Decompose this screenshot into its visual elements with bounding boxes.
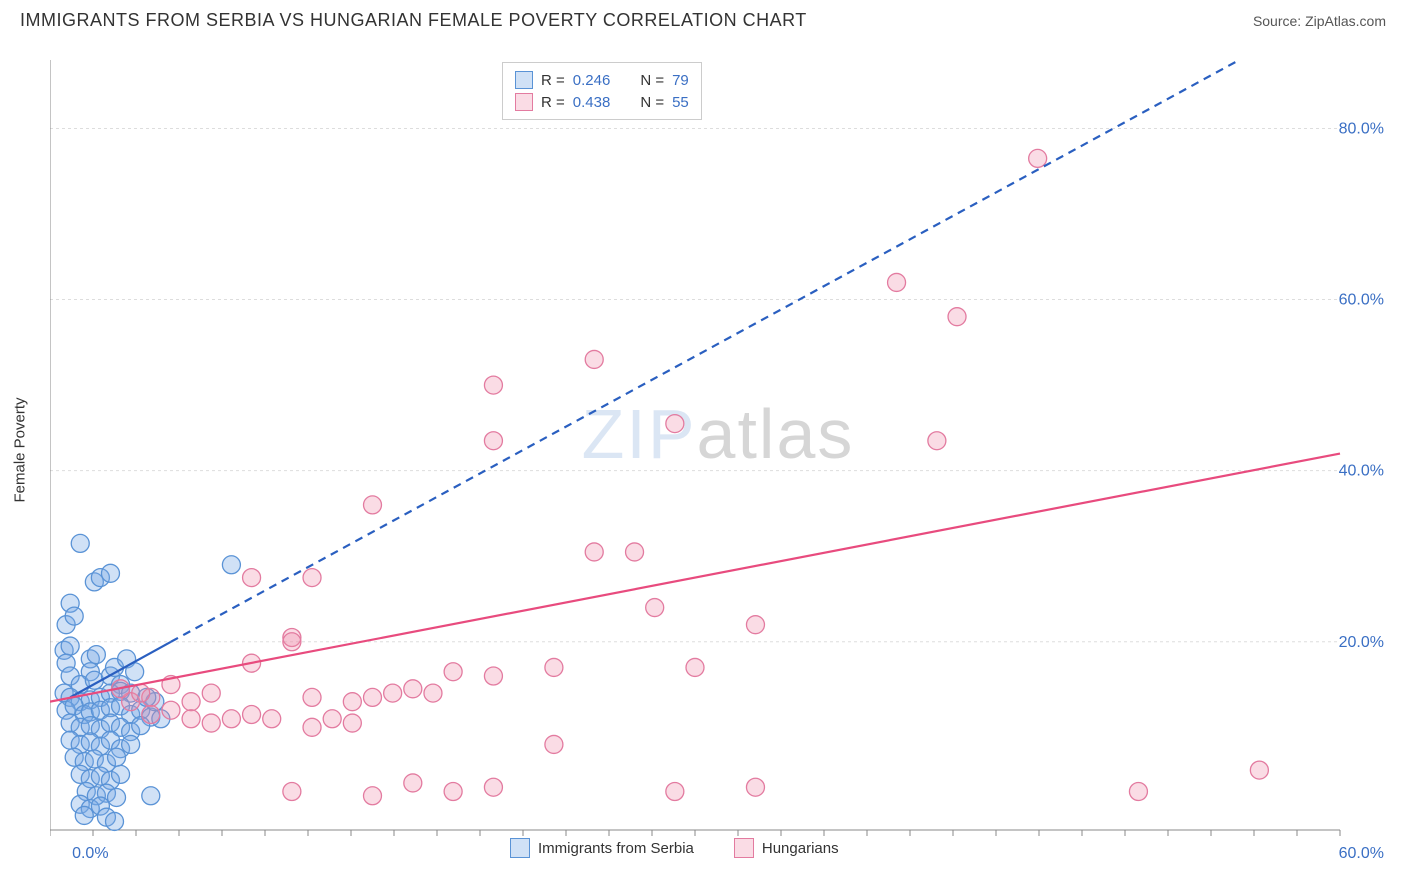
legend-n-value: 79 (672, 72, 689, 89)
scatter-point (263, 710, 281, 728)
source-attribution: Source: ZipAtlas.com (1253, 13, 1386, 29)
scatter-point (888, 273, 906, 291)
scatter-point (61, 637, 79, 655)
scatter-point (666, 783, 684, 801)
chart-container: Female Poverty ZIPatlas 20.0%40.0%60.0%8… (50, 40, 1386, 860)
scatter-point (243, 706, 261, 724)
scatter-point (101, 564, 119, 582)
legend-swatch-icon (515, 71, 533, 89)
scatter-point (646, 599, 664, 617)
scatter-point (222, 556, 240, 574)
correlation-legend: R = 0.246 N = 79 R = 0.438 N = 55 (502, 62, 702, 120)
legend-item: Hungarians (734, 838, 839, 858)
scatter-point (484, 667, 502, 685)
y-tick-label: 80.0% (1339, 120, 1384, 137)
scatter-point (404, 774, 422, 792)
scatter-point (243, 569, 261, 587)
scatter-point (746, 616, 764, 634)
legend-item: Immigrants from Serbia (510, 838, 694, 858)
scatter-point (444, 783, 462, 801)
chart-title: IMMIGRANTS FROM SERBIA VS HUNGARIAN FEMA… (20, 10, 807, 31)
legend-n-label: N = (640, 94, 664, 111)
scatter-point (283, 633, 301, 651)
scatter-point (484, 432, 502, 450)
legend-series-label: Immigrants from Serbia (538, 840, 694, 857)
legend-n-value: 55 (672, 94, 689, 111)
scatter-point (364, 787, 382, 805)
scatter-point (87, 646, 105, 664)
series-legend: Immigrants from Serbia Hungarians (510, 838, 839, 858)
scatter-point (108, 788, 126, 806)
legend-r-value: 0.438 (573, 94, 611, 111)
scatter-point (484, 376, 502, 394)
y-tick-label: 20.0% (1339, 634, 1384, 651)
legend-r-label: R = (541, 72, 565, 89)
scatter-point (404, 680, 422, 698)
scatter-point (424, 684, 442, 702)
scatter-point (132, 684, 150, 702)
scatter-point (142, 706, 160, 724)
scatter-point (202, 684, 220, 702)
x-tick-label: 60.0% (1339, 845, 1384, 860)
scatter-point (1029, 149, 1047, 167)
scatter-point (948, 308, 966, 326)
scatter-point (484, 778, 502, 796)
scatter-point (65, 607, 83, 625)
legend-r-value: 0.246 (573, 72, 611, 89)
y-axis-label: Female Poverty (12, 397, 29, 502)
legend-swatch-icon (734, 838, 754, 858)
scatter-point (686, 658, 704, 676)
scatter-point (106, 812, 124, 830)
scatter-point (343, 693, 361, 711)
scatter-point (283, 783, 301, 801)
legend-swatch-icon (515, 93, 533, 111)
scatter-chart: 20.0% 40.0% 60.0% 80.0% 60.0% 0.0% (50, 40, 1386, 860)
scatter-point (202, 714, 220, 732)
scatter-point (75, 806, 93, 824)
legend-series-label: Hungarians (762, 840, 839, 857)
scatter-point (182, 693, 200, 711)
scatter-point (108, 748, 126, 766)
legend-row: R = 0.438 N = 55 (515, 91, 689, 113)
scatter-point (364, 688, 382, 706)
scatter-point (384, 684, 402, 702)
x-tick-label: 0.0% (72, 845, 108, 860)
scatter-point (585, 350, 603, 368)
legend-n-label: N = (640, 72, 664, 89)
scatter-point (545, 735, 563, 753)
scatter-point (303, 718, 321, 736)
scatter-point (182, 710, 200, 728)
scatter-point (71, 534, 89, 552)
scatter-point (928, 432, 946, 450)
scatter-point (112, 765, 130, 783)
scatter-point (222, 710, 240, 728)
scatter-point (142, 787, 160, 805)
scatter-point (545, 658, 563, 676)
regression-line-dashed (171, 60, 1239, 642)
scatter-point (1129, 783, 1147, 801)
scatter-point (323, 710, 341, 728)
scatter-point (1250, 761, 1268, 779)
legend-row: R = 0.246 N = 79 (515, 69, 689, 91)
scatter-point (626, 543, 644, 561)
scatter-point (444, 663, 462, 681)
scatter-point (585, 543, 603, 561)
scatter-point (746, 778, 764, 796)
scatter-point (162, 701, 180, 719)
y-tick-label: 40.0% (1339, 463, 1384, 480)
scatter-point (303, 688, 321, 706)
scatter-point (364, 496, 382, 514)
scatter-point (303, 569, 321, 587)
legend-swatch-icon (510, 838, 530, 858)
scatter-point (666, 415, 684, 433)
scatter-point (343, 714, 361, 732)
legend-r-label: R = (541, 94, 565, 111)
scatter-point (122, 735, 140, 753)
y-tick-label: 60.0% (1339, 292, 1384, 309)
